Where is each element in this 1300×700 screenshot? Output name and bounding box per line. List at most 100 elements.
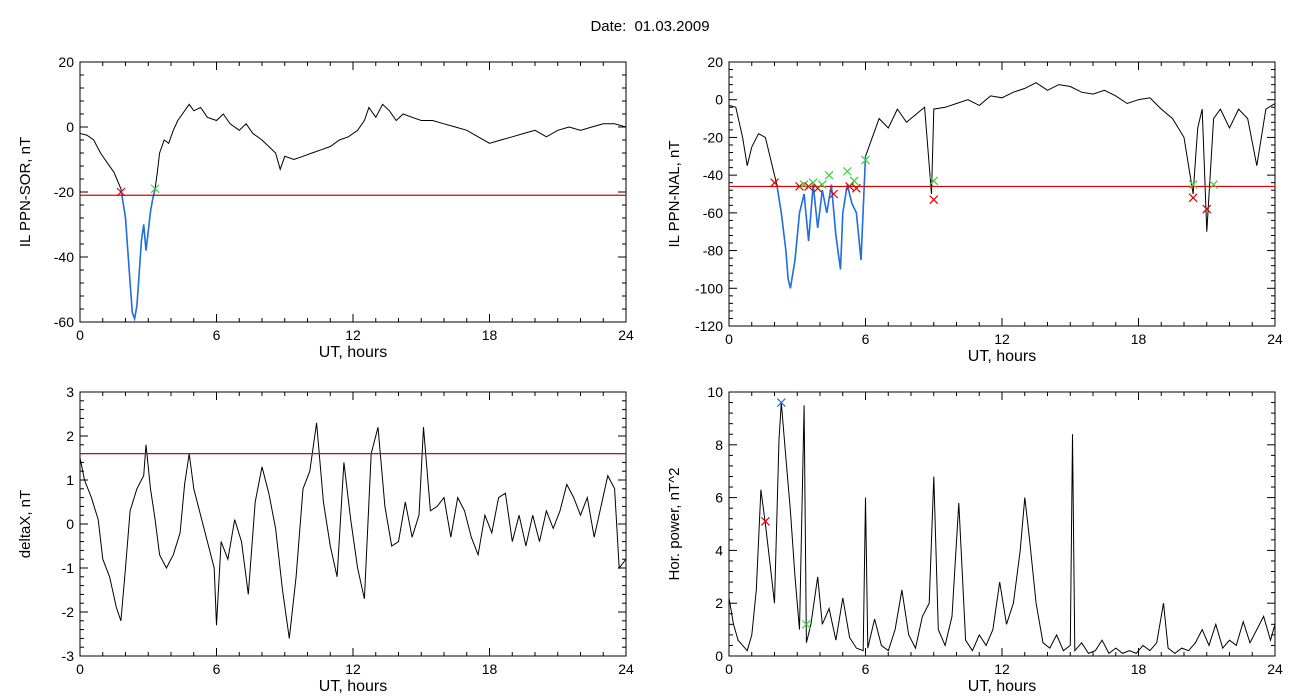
marker-stroke bbox=[150, 184, 160, 194]
y-tick-label: 0 bbox=[715, 648, 723, 664]
x-tick-label: 0 bbox=[725, 331, 733, 347]
y-tick-label: -1 bbox=[62, 560, 75, 576]
marker-green bbox=[799, 180, 809, 189]
x-tick-label: 6 bbox=[213, 661, 221, 677]
marker-stroke bbox=[929, 195, 939, 205]
marker-red bbox=[845, 182, 854, 191]
marker-red bbox=[929, 195, 939, 205]
marker-stroke bbox=[929, 176, 939, 186]
y-tick-label: 3 bbox=[66, 384, 74, 400]
marker-green bbox=[1209, 180, 1218, 189]
y-tick-label: -120 bbox=[695, 318, 723, 334]
marker-stroke bbox=[1202, 204, 1212, 214]
marker-stroke bbox=[801, 619, 811, 629]
y-tick-label: -60 bbox=[54, 314, 74, 330]
y-tick-label: 4 bbox=[715, 542, 723, 558]
series-line-1 bbox=[729, 402, 1275, 655]
x-tick-label: 24 bbox=[618, 327, 634, 343]
y-tick-label: 1 bbox=[66, 472, 74, 488]
marker-red bbox=[795, 182, 804, 191]
y-tick-label: 0 bbox=[66, 119, 74, 135]
chart-panel-4: 10 8 6 4 2 00 6 12 18 24 UT, hours Hor. power, nT^2 bbox=[666, 384, 1283, 695]
marker-stroke bbox=[116, 187, 126, 197]
x-tick-label: 6 bbox=[862, 661, 870, 677]
marker-red bbox=[116, 187, 126, 197]
y-axis-label: deltaX, nT bbox=[17, 490, 34, 558]
y-axis-label: IL PPN-SOR, nT bbox=[17, 137, 34, 247]
y-axis-label: IL PPN-NAL, nT bbox=[666, 141, 683, 248]
x-axis-label: UT, hours bbox=[968, 348, 1036, 365]
y-tick-label: -3 bbox=[62, 648, 75, 664]
x-tick-label: 18 bbox=[482, 661, 498, 677]
x-tick-label: 0 bbox=[725, 661, 733, 677]
marker-green bbox=[849, 176, 859, 186]
marker-green bbox=[929, 176, 939, 186]
marker-green bbox=[1188, 180, 1198, 189]
x-tick-label: 18 bbox=[1131, 331, 1147, 347]
series-highlight-1 bbox=[120, 188, 156, 322]
plot-frame bbox=[728, 391, 1276, 657]
marker-stroke bbox=[817, 180, 827, 189]
marker-green bbox=[817, 180, 827, 189]
marker-stroke bbox=[849, 176, 859, 186]
marker-green bbox=[842, 166, 852, 176]
marker-green bbox=[801, 619, 811, 629]
marker-stroke bbox=[770, 178, 779, 188]
marker-blue bbox=[776, 398, 786, 407]
marker-stroke bbox=[776, 398, 786, 407]
marker-green bbox=[861, 155, 870, 165]
x-tick-label: 0 bbox=[76, 661, 84, 677]
series-highlight-1 bbox=[776, 156, 867, 289]
x-tick-label: 6 bbox=[213, 327, 221, 343]
y-tick-label: -2 bbox=[62, 604, 75, 620]
y-tick-label: -40 bbox=[54, 249, 74, 265]
x-tick-label: 24 bbox=[618, 661, 634, 677]
x-tick-label: 24 bbox=[1267, 661, 1283, 677]
plot-area bbox=[80, 422, 626, 639]
marker-green bbox=[808, 178, 818, 188]
date-value: 01.03.2009 bbox=[634, 18, 710, 35]
y-tick-label: -20 bbox=[703, 129, 723, 145]
y-tick-label: 6 bbox=[715, 490, 723, 506]
x-tick-label: 0 bbox=[76, 327, 84, 343]
x-tick-label: 12 bbox=[345, 661, 361, 677]
date-label: Date: bbox=[590, 18, 627, 35]
marker-stroke bbox=[1188, 193, 1198, 203]
marker-stroke bbox=[851, 183, 861, 193]
marker-stroke bbox=[842, 166, 852, 176]
marker-red bbox=[851, 183, 861, 193]
plot-frame bbox=[79, 391, 627, 657]
marker-stroke bbox=[829, 189, 839, 199]
y-tick-label: -40 bbox=[703, 167, 723, 183]
marker-stroke bbox=[1209, 180, 1218, 189]
y-tick-label: 20 bbox=[707, 54, 723, 70]
marker-red bbox=[760, 516, 770, 526]
marker-stroke bbox=[799, 180, 809, 189]
marker-red bbox=[1202, 204, 1212, 214]
x-axis-label: UT, hours bbox=[319, 678, 387, 695]
y-tick-label: -80 bbox=[703, 243, 723, 259]
x-tick-label: 18 bbox=[482, 327, 498, 343]
marker-stroke bbox=[861, 155, 870, 165]
x-tick-label: 12 bbox=[994, 661, 1010, 677]
marker-stroke bbox=[795, 182, 804, 191]
x-tick-label: 12 bbox=[345, 327, 361, 343]
plot-frame bbox=[79, 61, 627, 323]
y-tick-label: 2 bbox=[66, 428, 74, 444]
x-axis-label: UT, hours bbox=[319, 344, 387, 361]
y-tick-label: -100 bbox=[695, 280, 723, 296]
y-tick-label: 8 bbox=[715, 437, 723, 453]
plot-area bbox=[729, 398, 1275, 655]
marker-green bbox=[150, 184, 160, 194]
y-axis-label: Hor. power, nT^2 bbox=[666, 468, 683, 581]
x-tick-label: 6 bbox=[862, 331, 870, 347]
marker-red bbox=[829, 189, 839, 199]
marker-red bbox=[770, 178, 779, 188]
y-tick-label: 0 bbox=[715, 92, 723, 108]
y-tick-label: 2 bbox=[715, 595, 723, 611]
y-tick-label: 0 bbox=[66, 516, 74, 532]
marker-stroke bbox=[824, 170, 834, 180]
